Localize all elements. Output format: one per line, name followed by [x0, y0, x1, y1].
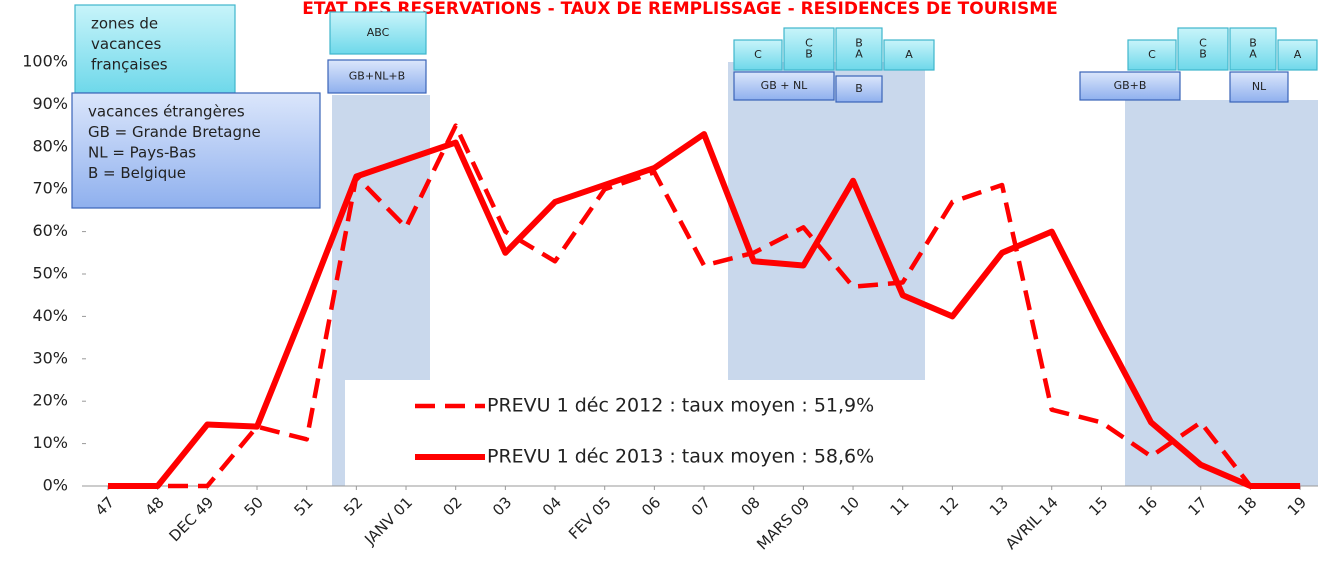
y-tick-label: 80%	[32, 136, 68, 155]
annotation-text: C	[805, 37, 813, 50]
legend-label: PREVU 1 déc 2012 : taux moyen : 51,9%	[487, 395, 874, 417]
x-tick-label: 19	[1284, 493, 1310, 519]
x-tick-label: 18	[1234, 493, 1260, 519]
x-tick-label: 07	[688, 493, 714, 519]
annotation-text: NL	[1252, 80, 1267, 93]
annotation-text: B	[805, 48, 813, 61]
annotation-box	[1177, 27, 1229, 71]
annotation-text: A	[855, 48, 863, 61]
annotation-text: B	[1249, 37, 1257, 50]
annotation-box	[74, 4, 236, 94]
annotation-box	[835, 75, 883, 103]
annotation-box	[1079, 71, 1181, 101]
annotation-text: A	[905, 48, 913, 61]
annotation-text: C	[754, 48, 762, 61]
y-tick-label: 100%	[22, 52, 68, 71]
x-tick-label: MARS 09	[753, 493, 813, 553]
x-tick-label: DEC 49	[165, 493, 217, 545]
x-tick-label: 50	[241, 493, 267, 519]
y-tick-label: 10%	[32, 433, 68, 452]
annotation-box	[1127, 39, 1177, 71]
y-tick-label: 30%	[32, 348, 68, 367]
y-tick-label: 50%	[32, 264, 68, 283]
x-tick-label: 51	[290, 493, 316, 519]
annotation-text: GB = Grande Bretagne	[88, 123, 261, 141]
annotation-box	[1229, 27, 1277, 71]
annotation-text: vacances étrangères	[88, 103, 245, 121]
annotation-text: B = Belgique	[88, 164, 186, 182]
annotation-box	[783, 27, 835, 71]
annotation-text: GB + NL	[761, 79, 809, 92]
x-tick-label: 02	[439, 493, 465, 519]
annotation-text: B	[855, 82, 863, 95]
annotation-box	[835, 27, 883, 71]
annotation-text: A	[1294, 48, 1302, 61]
x-tick-label: 11	[887, 493, 913, 519]
annotation-text: vacances	[91, 35, 161, 53]
annotation-text: NL = Pays-Bas	[88, 144, 196, 162]
x-tick-label: 10	[837, 493, 863, 519]
x-tick-label: 13	[986, 493, 1012, 519]
y-tick-label: 0%	[43, 476, 68, 495]
x-tick-label: 16	[1135, 493, 1161, 519]
annotation-text: B	[1199, 48, 1207, 61]
annotation-text: C	[1199, 37, 1207, 50]
annotation-box	[733, 71, 835, 101]
x-tick-label: 17	[1185, 493, 1211, 519]
annotation-text: C	[1148, 48, 1156, 61]
x-tick-label: JANV 01	[360, 493, 416, 549]
y-tick-label: 40%	[32, 306, 68, 325]
series-line	[108, 123, 1301, 489]
annotation-text: GB+B	[1114, 79, 1147, 92]
legend-box	[345, 380, 990, 486]
chart-title: ETAT DES RESERVATIONS - TAUX DE REMPLISS…	[302, 0, 1057, 19]
y-tick-label: 70%	[32, 179, 68, 198]
annotation-box	[1229, 71, 1289, 103]
annotation-text: GB+NL+B	[349, 70, 405, 83]
annotation-box	[71, 92, 321, 209]
annotation-text: A	[1249, 48, 1257, 61]
x-tick-label: 47	[92, 493, 118, 519]
annotation-box	[733, 39, 783, 71]
annotation-text: zones de	[91, 15, 158, 33]
series-line	[108, 131, 1301, 489]
x-tick-label: FEV 05	[565, 493, 615, 543]
x-tick-label: 04	[539, 493, 565, 519]
annotation-text: françaises	[91, 56, 168, 74]
annotation-text: ABC	[367, 26, 390, 39]
annotation-box	[883, 39, 935, 71]
y-tick-label: 90%	[32, 94, 68, 113]
x-tick-label: 08	[737, 493, 763, 519]
x-tick-label: 06	[638, 493, 664, 519]
x-tick-label: 03	[489, 493, 515, 519]
annotation-text: B	[855, 37, 863, 50]
x-tick-label: 12	[936, 493, 962, 519]
annotation-box	[329, 11, 427, 55]
x-tick-label: AVRIL 14	[1002, 493, 1062, 553]
x-tick-label: 48	[141, 493, 167, 519]
vacation-band	[1125, 100, 1318, 486]
annotation-box	[327, 59, 427, 94]
legend-label: PREVU 1 déc 2013 : taux moyen : 58,6%	[487, 446, 874, 468]
x-tick-label: 15	[1085, 493, 1111, 519]
annotation-box	[1277, 39, 1318, 71]
y-tick-label: 60%	[32, 221, 68, 240]
y-tick-label: 20%	[32, 391, 68, 410]
x-tick-label: 52	[340, 493, 366, 519]
